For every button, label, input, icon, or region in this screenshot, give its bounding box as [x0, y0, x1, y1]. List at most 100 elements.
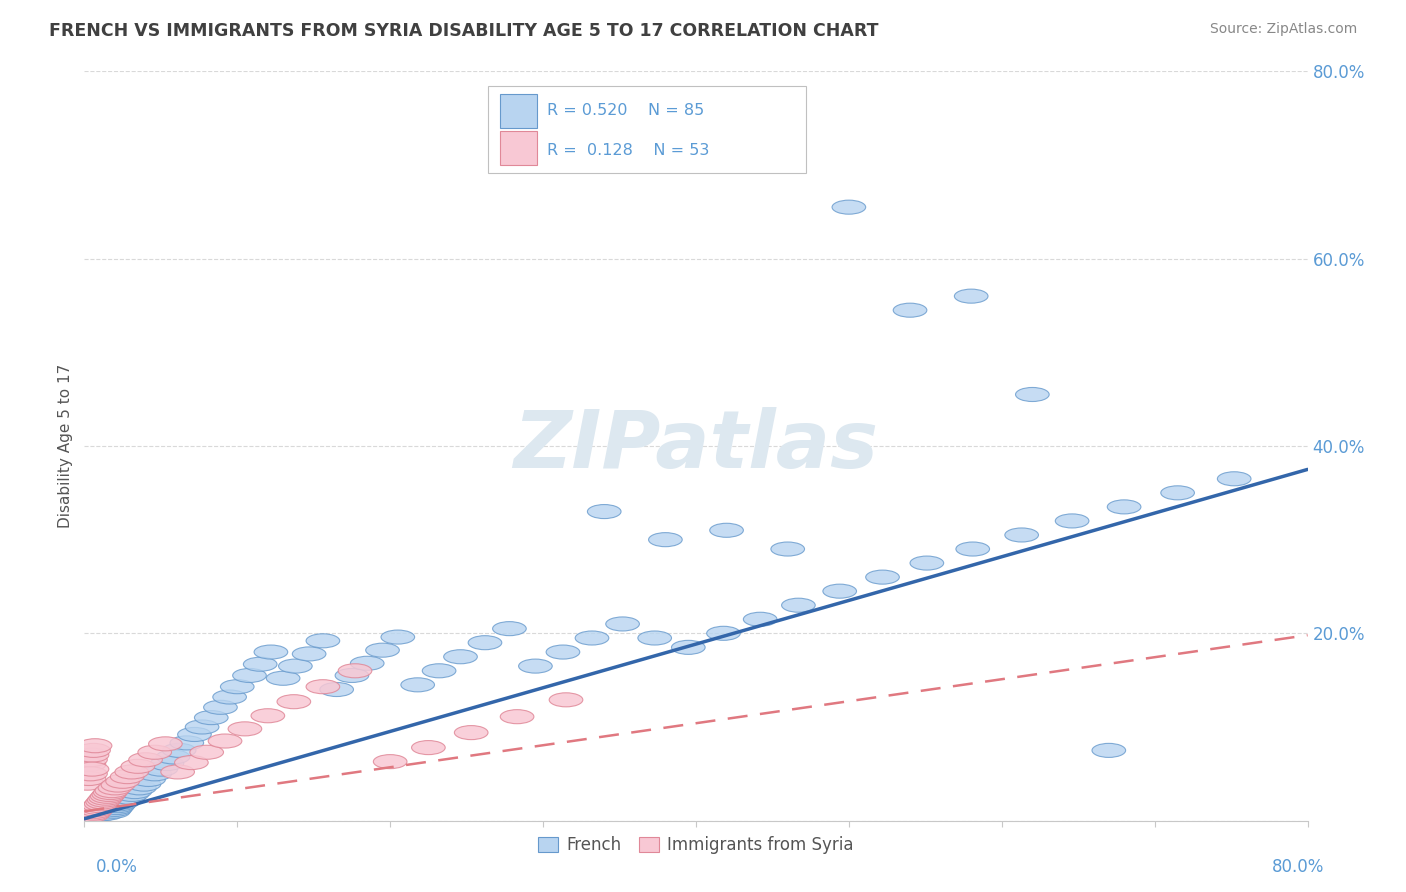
Ellipse shape: [87, 793, 121, 807]
Ellipse shape: [212, 690, 246, 704]
Ellipse shape: [672, 640, 706, 655]
Ellipse shape: [501, 710, 534, 723]
Ellipse shape: [89, 791, 122, 805]
Ellipse shape: [401, 678, 434, 692]
Ellipse shape: [221, 680, 254, 694]
Bar: [501, 131, 537, 165]
Ellipse shape: [75, 808, 108, 822]
Ellipse shape: [266, 672, 299, 685]
Bar: [501, 94, 537, 128]
Ellipse shape: [156, 750, 190, 764]
Ellipse shape: [190, 745, 224, 759]
Ellipse shape: [228, 722, 262, 736]
Ellipse shape: [96, 784, 129, 797]
Ellipse shape: [546, 645, 579, 659]
Ellipse shape: [101, 778, 135, 792]
Ellipse shape: [72, 809, 105, 823]
Ellipse shape: [149, 737, 183, 751]
Ellipse shape: [208, 734, 242, 748]
Ellipse shape: [100, 800, 134, 814]
Ellipse shape: [84, 807, 118, 822]
Ellipse shape: [138, 767, 172, 780]
Ellipse shape: [91, 804, 125, 817]
Ellipse shape: [118, 785, 152, 798]
Ellipse shape: [232, 668, 266, 682]
Text: R = 0.520    N = 85: R = 0.520 N = 85: [547, 103, 704, 118]
Ellipse shape: [69, 809, 103, 823]
Text: R =  0.128    N = 53: R = 0.128 N = 53: [547, 143, 709, 158]
Ellipse shape: [866, 570, 900, 584]
Ellipse shape: [101, 798, 135, 813]
Ellipse shape: [90, 806, 124, 820]
Ellipse shape: [89, 800, 122, 814]
Ellipse shape: [782, 599, 815, 612]
Ellipse shape: [83, 798, 117, 813]
Ellipse shape: [103, 797, 136, 811]
Ellipse shape: [115, 765, 149, 779]
Ellipse shape: [108, 793, 142, 807]
Ellipse shape: [374, 755, 406, 769]
Ellipse shape: [94, 786, 127, 799]
Ellipse shape: [823, 584, 856, 599]
Text: 0.0%: 0.0%: [96, 858, 138, 876]
Ellipse shape: [366, 643, 399, 657]
Ellipse shape: [80, 803, 114, 816]
Ellipse shape: [127, 777, 160, 791]
Ellipse shape: [79, 805, 112, 818]
Ellipse shape: [94, 801, 127, 815]
Ellipse shape: [80, 805, 114, 819]
Ellipse shape: [72, 772, 105, 786]
Ellipse shape: [79, 739, 112, 753]
Ellipse shape: [129, 753, 162, 767]
Ellipse shape: [90, 789, 124, 804]
Ellipse shape: [98, 780, 132, 795]
Ellipse shape: [177, 728, 211, 741]
Ellipse shape: [956, 542, 990, 556]
Ellipse shape: [75, 805, 108, 818]
Ellipse shape: [243, 657, 277, 672]
Ellipse shape: [492, 622, 526, 636]
Ellipse shape: [1108, 500, 1140, 514]
Ellipse shape: [1218, 472, 1251, 486]
Ellipse shape: [707, 626, 741, 640]
Ellipse shape: [955, 289, 988, 303]
Ellipse shape: [79, 804, 112, 817]
Ellipse shape: [910, 556, 943, 570]
Ellipse shape: [412, 740, 446, 755]
Ellipse shape: [770, 542, 804, 556]
Ellipse shape: [893, 303, 927, 318]
Ellipse shape: [648, 533, 682, 547]
Text: Source: ZipAtlas.com: Source: ZipAtlas.com: [1209, 22, 1357, 37]
Ellipse shape: [710, 524, 744, 537]
Ellipse shape: [444, 649, 477, 664]
FancyBboxPatch shape: [488, 87, 806, 172]
Ellipse shape: [77, 806, 110, 820]
Ellipse shape: [150, 756, 184, 771]
Ellipse shape: [468, 636, 502, 649]
Ellipse shape: [174, 756, 208, 770]
Ellipse shape: [87, 803, 121, 816]
Ellipse shape: [339, 664, 371, 678]
Ellipse shape: [292, 647, 326, 661]
Ellipse shape: [319, 682, 353, 697]
Ellipse shape: [86, 805, 120, 818]
Ellipse shape: [96, 799, 129, 814]
Ellipse shape: [110, 770, 143, 784]
Ellipse shape: [1056, 514, 1088, 528]
Ellipse shape: [73, 767, 107, 780]
Ellipse shape: [606, 617, 640, 631]
Ellipse shape: [73, 753, 107, 767]
Legend: French, Immigrants from Syria: French, Immigrants from Syria: [531, 830, 860, 861]
Ellipse shape: [77, 743, 110, 757]
Ellipse shape: [254, 645, 288, 659]
Ellipse shape: [122, 780, 156, 795]
Ellipse shape: [72, 805, 105, 818]
Ellipse shape: [186, 720, 219, 734]
Ellipse shape: [98, 803, 132, 816]
Ellipse shape: [194, 711, 228, 724]
Ellipse shape: [72, 757, 105, 772]
Ellipse shape: [832, 200, 866, 214]
Ellipse shape: [422, 664, 456, 678]
Ellipse shape: [82, 804, 115, 817]
Ellipse shape: [132, 772, 166, 787]
